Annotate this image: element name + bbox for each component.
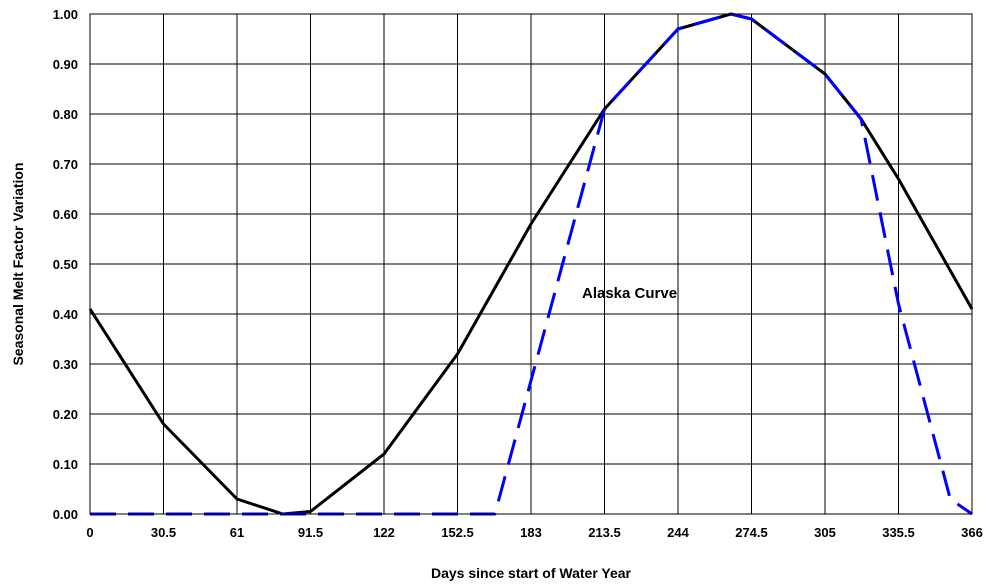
x-tick-label: 30.5 (151, 525, 176, 540)
x-tick-label: 274.5 (735, 525, 768, 540)
y-tick-label: 0.00 (53, 507, 78, 522)
x-tick-label: 61 (230, 525, 244, 540)
x-tick-label: 305 (814, 525, 836, 540)
x-tick-label: 91.5 (298, 525, 323, 540)
x-tick-label: 122 (373, 525, 395, 540)
y-tick-label: 0.90 (53, 57, 78, 72)
alaska-curve-annotation: Alaska Curve (582, 285, 677, 302)
y-tick-label: 0.30 (53, 357, 78, 372)
y-tick-label: 0.70 (53, 157, 78, 172)
y-tick-label: 0.10 (53, 457, 78, 472)
y-axis-title: Seasonal Melt Factor Variation (10, 162, 26, 365)
x-tick-label: 244 (667, 525, 689, 540)
x-tick-label: 152.5 (441, 525, 474, 540)
melt-factor-line (88, 12, 974, 516)
series-layer (88, 12, 974, 516)
x-tick-label: 0 (86, 525, 93, 540)
y-tick-label: 0.40 (53, 307, 78, 322)
plot-border (89, 13, 973, 515)
x-tick-labels: 0 30.5 61 91.5 122 152.5 183 213.5 244 274.5 305 33… (86, 525, 982, 540)
y-tick-labels: 0.00 0.10 0.20 0.30 0.40 0.50 0.60 0.70 0.80 0.90… (53, 7, 78, 522)
y-tick-label: 0.50 (53, 257, 78, 272)
y-tick-label: 0.80 (53, 107, 78, 122)
grid (89, 13, 973, 515)
x-tick-label: 213.5 (588, 525, 621, 540)
x-tick-label: 183 (520, 525, 542, 540)
alaska-curve-line (90, 12, 973, 516)
y-tick-label: 0.20 (53, 407, 78, 422)
y-tick-label: 0.60 (53, 207, 78, 222)
x-axis-title: Days since start of Water Year (431, 565, 632, 581)
y-tick-label: 1.00 (53, 7, 78, 22)
x-tick-label: 335.5 (882, 525, 915, 540)
x-tick-label: 366 (961, 525, 983, 540)
